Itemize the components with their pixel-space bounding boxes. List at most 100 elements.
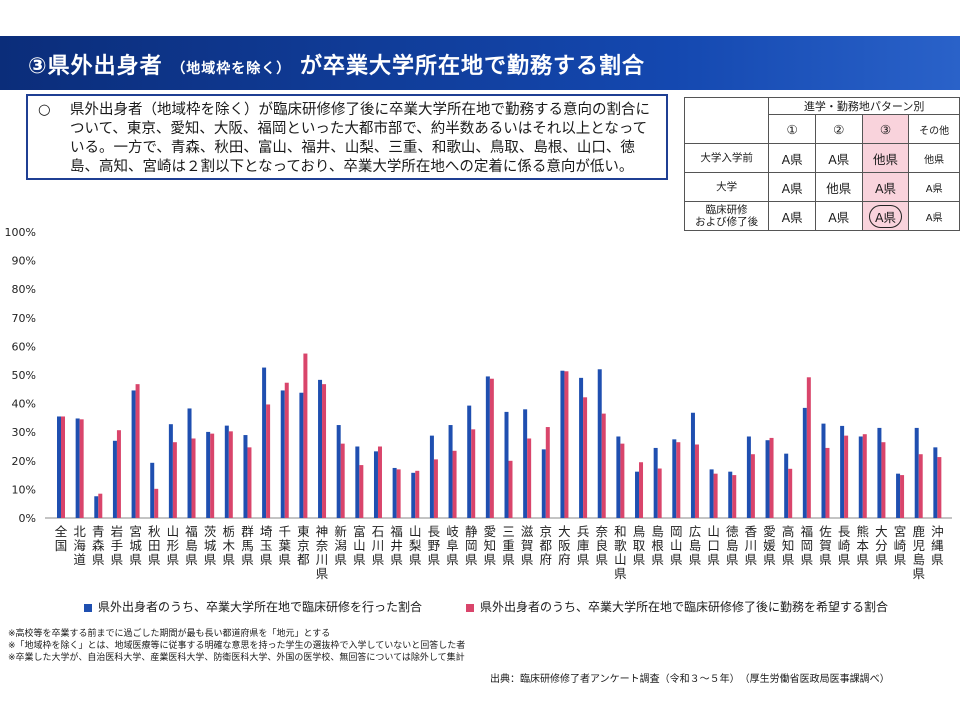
bar-employment-wish — [135, 384, 140, 518]
y-tick-label: 80% — [12, 283, 36, 296]
bar-employment-wish — [303, 353, 308, 518]
x-tick-label: 滋賀県 — [521, 524, 534, 567]
y-tick-label: 90% — [12, 255, 36, 268]
x-tick-label: 高知県 — [782, 524, 795, 567]
y-tick-label: 30% — [12, 426, 36, 439]
bar-employment-wish — [61, 416, 65, 518]
x-tick-label: 京都府 — [540, 524, 553, 567]
pattern-table-corner — [683, 97, 770, 144]
pattern-col-1: ① — [768, 114, 816, 144]
bar-residency — [57, 416, 61, 518]
x-tick-label: 埼玉県 — [260, 524, 273, 567]
bar-employment-wish — [676, 442, 681, 518]
bar-residency — [709, 469, 714, 518]
bar-employment-wish — [564, 371, 569, 518]
bar-employment-wish — [639, 462, 644, 518]
x-tick-label: 兵庫県 — [577, 524, 590, 567]
bar-residency — [448, 425, 453, 518]
bar-residency — [914, 427, 919, 518]
bar-employment-wish — [377, 446, 382, 518]
pattern-row-label: 大学入学前 — [683, 143, 770, 173]
bar-employment-wish — [452, 450, 457, 518]
bar-residency — [355, 446, 360, 518]
x-tick-label: 大分県 — [875, 524, 888, 567]
x-tick-label: 群馬県 — [241, 524, 254, 567]
x-tick-label: 香川県 — [745, 524, 758, 567]
y-tick-label: 0% — [19, 512, 36, 525]
bar-employment-wish — [937, 457, 942, 518]
x-tick-label: 福井県 — [390, 524, 403, 567]
x-tick-label: 茨城県 — [204, 524, 217, 567]
pattern-col-3: ③ — [861, 114, 910, 144]
bar-residency — [504, 411, 509, 518]
pattern-cell: 他県 — [908, 143, 960, 173]
pattern-cell: A県 — [908, 172, 960, 202]
x-tick-label: 長崎県 — [838, 524, 851, 567]
x-tick-label: 熊本県 — [857, 524, 870, 567]
bar-employment-wish — [98, 493, 103, 518]
bar-residency — [616, 436, 621, 518]
y-tick-label: 100% — [5, 226, 36, 239]
pattern-cell: A県 — [814, 201, 863, 231]
pattern-cell: A県 — [768, 172, 816, 202]
x-tick-label: 山形県 — [167, 524, 180, 567]
bar-employment-wish — [154, 488, 159, 518]
pattern-row-label: 臨床研修 および修了後 — [683, 201, 770, 231]
bar-residency — [765, 440, 770, 518]
x-tick-label: 三重県 — [502, 524, 515, 567]
bar-residency — [318, 379, 323, 518]
bar-employment-wish — [545, 427, 550, 518]
summary-bullet: ○ — [38, 102, 51, 118]
x-tick-label: 鳥取県 — [633, 524, 646, 567]
bar-employment-wish — [433, 459, 438, 518]
summary-box: ○ 県外出身者（地域枠を除く）が臨床研修修了後に卒業大学所在地で勤務する意向の割… — [26, 94, 668, 180]
bar-residency — [187, 408, 192, 518]
bar-employment-wish — [900, 475, 905, 518]
bar-employment-wish — [583, 397, 588, 518]
page-title: ③県外出身者 （地域枠を除く） が卒業大学所在地で勤務する割合 — [28, 54, 645, 79]
x-tick-label: 新潟県 — [334, 524, 347, 567]
bar-residency — [392, 467, 397, 518]
footnote: ※「地域枠を除く」とは、地域医療等に従事する明確な意思を持った学生の選抜枠で入学… — [8, 641, 466, 651]
source-note: 出典：臨床研修修了者アンケート調査（令和３～５年） （厚生労働省医政局医事課調べ… — [490, 674, 890, 685]
bar-employment-wish — [116, 430, 121, 518]
x-tick-label: 徳島県 — [726, 524, 739, 567]
bar-residency — [858, 436, 863, 518]
x-tick-label: 愛知県 — [484, 524, 497, 567]
bar-residency — [168, 424, 173, 518]
bar-residency — [690, 412, 695, 518]
x-tick-label: 岐阜県 — [446, 524, 459, 567]
x-tick-label: 岡山県 — [670, 524, 683, 567]
bar-residency — [653, 447, 658, 518]
pattern-cell: A県 — [768, 143, 816, 173]
bar-employment-wish — [266, 404, 271, 518]
legend-item-series1: 県外出身者のうち、卒業大学所在地で臨床研修を行った割合 — [84, 598, 422, 615]
x-tick-label: 佐賀県 — [819, 524, 832, 567]
pattern-col-2: ② — [814, 114, 863, 144]
bar-employment-wish — [620, 443, 625, 518]
footnotes: ※高校等を卒業する前までに過ごした期間が最も長い都道府県を「地元」とする ※「地… — [8, 628, 465, 664]
bar-residency — [224, 425, 229, 518]
x-tick-label: 東京都 — [297, 524, 310, 567]
x-tick-label: 秋田県 — [148, 524, 161, 567]
bar-employment-wish — [806, 377, 811, 518]
legend-label: 県外出身者のうち、卒業大学所在地で臨床研修修了後に勤務を希望する割合 — [480, 600, 889, 614]
bar-residency — [560, 370, 565, 518]
bar-employment-wish — [862, 434, 867, 518]
legend-swatch-pink — [466, 603, 474, 612]
pattern-table: 進学・勤務地パターン別 ① ② ③ その他 大学入学前 A県 A県 他県 他県 … — [683, 97, 960, 231]
y-tick-label: 40% — [12, 398, 36, 411]
bar-employment-wish — [172, 442, 177, 518]
bar-chart: 0% 10% 20% 30% 40% 50% 60% 70% 80% 90% 100% 全国北海道青森… — [5, 226, 952, 581]
bar-residency — [429, 435, 434, 518]
bar-residency — [262, 367, 267, 518]
x-tick-label: 奈良県 — [595, 524, 608, 567]
y-tick-label: 60% — [12, 340, 36, 353]
x-tick-label: 富山県 — [353, 524, 366, 567]
x-tick-label: 福岡県 — [801, 524, 814, 567]
pattern-col-other: その他 — [908, 114, 960, 144]
x-tick-label: 静岡県 — [465, 524, 478, 567]
x-tick-label: 北海道 — [73, 524, 86, 567]
bar-employment-wish — [191, 438, 196, 518]
bar-residency — [131, 390, 136, 518]
